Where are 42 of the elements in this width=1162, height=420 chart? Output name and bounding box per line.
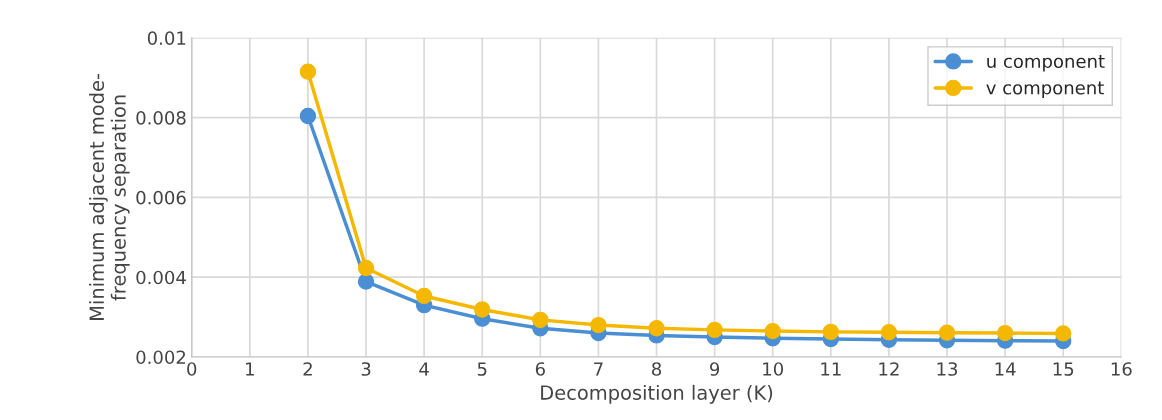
- x-tick-label: 7: [594, 362, 603, 376]
- point: [415, 287, 433, 305]
- x-tick-label: 10: [763, 362, 784, 376]
- point: [532, 311, 549, 329]
- y-tick-label: 0.004: [136, 270, 186, 285]
- x-tick-label: 0: [187, 362, 197, 376]
- x-tick-label: 8: [652, 362, 662, 376]
- x-tick-label: 15: [1053, 362, 1074, 376]
- x-tick-label: 3: [361, 362, 371, 376]
- x-tick-label: 5: [477, 362, 487, 376]
- x-tick-label: 16: [1111, 362, 1132, 376]
- point: [938, 324, 956, 341]
- point: [706, 321, 723, 339]
- point: [357, 273, 375, 290]
- point: [590, 316, 607, 334]
- x-tick-label: 11: [821, 362, 841, 376]
- y-tick-label: 0.002: [136, 350, 186, 365]
- y-axis-title: Minimum adjacent mode- frequency separation: [89, 73, 130, 320]
- point: [996, 324, 1014, 342]
- point: [474, 301, 491, 318]
- y-tick-label: 0.006: [136, 190, 186, 205]
- point: [648, 320, 665, 337]
- x-tick-label: 1: [246, 362, 254, 376]
- y-tick-label: 0.01: [147, 31, 186, 45]
- x-tick-label: 13: [937, 362, 958, 376]
- x-axis-title: Decomposition layer (K): [541, 384, 773, 404]
- legend-label: u component: [987, 55, 1105, 72]
- point: [357, 259, 375, 277]
- y-tick-label: 0.008: [136, 111, 186, 125]
- point: [299, 107, 317, 125]
- point: [764, 322, 781, 340]
- point: [299, 63, 317, 80]
- x-tick-label: 14: [995, 362, 1016, 376]
- point: [822, 323, 839, 341]
- x-tick-label: 4: [419, 362, 429, 376]
- x-tick-label: 9: [710, 362, 720, 376]
- point: [880, 324, 898, 341]
- point: [1055, 325, 1072, 342]
- legend-label: v component: [986, 81, 1104, 99]
- x-tick-label: 12: [879, 362, 899, 376]
- x-tick-label: 2: [303, 362, 312, 376]
- x-tick-label: 6: [535, 362, 545, 376]
